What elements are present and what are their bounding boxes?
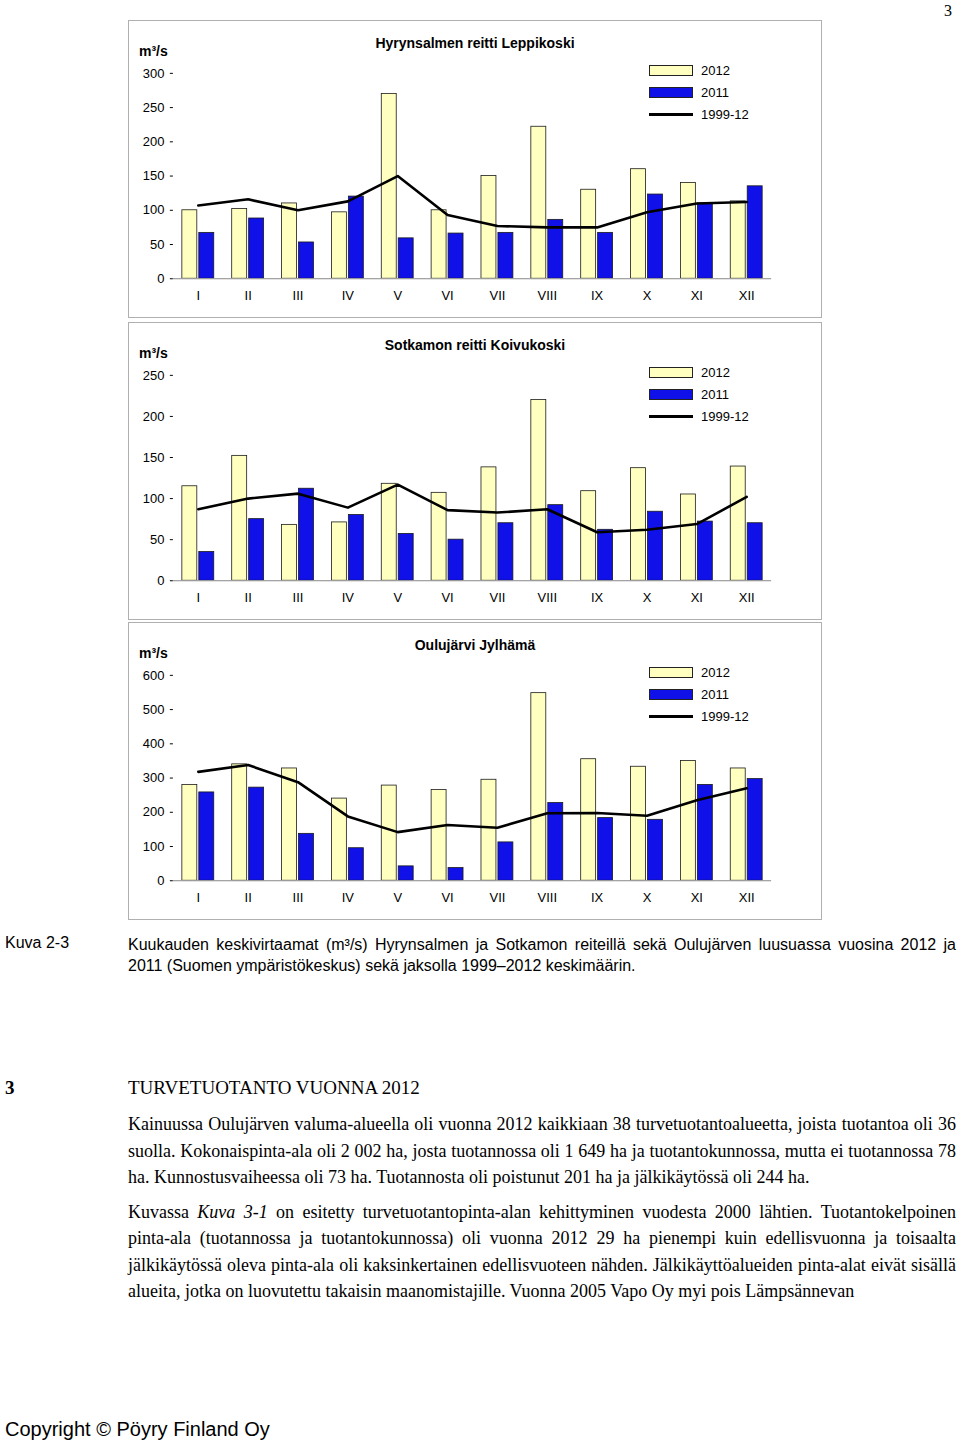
svg-text:50: 50 [150, 237, 164, 252]
html-text:m³/s: m³/s [139, 43, 168, 59]
svg-text:IX: IX [591, 288, 604, 303]
svg-text:III: III [293, 288, 304, 303]
html-text:1999-12: 1999-12 [701, 708, 749, 724]
html-text:Kuukauden keskivirtaamat (m³/s: Kuukauden keskivirtaamat (m³/s) Hyrynsal… [128, 936, 956, 974]
svg-text:200: 200 [143, 409, 165, 424]
html-text:Kainuussa Oulujärven valuma-al: Kainuussa Oulujärven valuma-alueella oli… [128, 1114, 956, 1187]
svg-text:200: 200 [143, 134, 165, 149]
svg-text:VI: VI [441, 890, 453, 905]
svg-text:VII: VII [490, 288, 506, 303]
svg-text:IV: IV [342, 288, 355, 303]
svg-text:500: 500 [143, 702, 165, 717]
svg-text:XII: XII [739, 590, 755, 605]
html-text:2012: 2012 [701, 364, 730, 380]
html-text:1999-12: 1999-12 [701, 106, 749, 122]
svg-text:IV: IV [342, 890, 355, 905]
html-text:Kuvassa Kuva 3-1 on esitetty t: Kuvassa Kuva 3-1 on esitetty turvetuotan… [128, 1201, 956, 1301]
svg-text:XI: XI [691, 890, 703, 905]
svg-text:250: 250 [143, 367, 165, 382]
svg-text:VII: VII [490, 590, 506, 605]
html-text:Oulujärvi Jylhämä: Oulujärvi Jylhämä [414, 637, 536, 653]
svg-text:II: II [245, 288, 252, 303]
svg-text:X: X [643, 590, 652, 605]
svg-text:100: 100 [143, 202, 165, 217]
svg-text:250: 250 [143, 100, 165, 115]
html-text:Sotkamon reitti Koivukoski: Sotkamon reitti Koivukoski [384, 337, 566, 353]
html-text:m³/s: m³/s [139, 345, 168, 361]
svg-text:0: 0 [157, 873, 164, 888]
svg-text:600: 600 [143, 667, 165, 682]
svg-text:XII: XII [739, 288, 755, 303]
html-text:m³/s: m³/s [139, 645, 168, 661]
html-text:3: 3 [944, 2, 952, 19]
svg-text:VIII: VIII [538, 890, 557, 905]
svg-text:VII: VII [490, 890, 506, 905]
svg-text:300: 300 [143, 770, 165, 785]
svg-text:VI: VI [441, 590, 453, 605]
html-text:3: 3 [5, 1077, 15, 1098]
svg-text:V: V [393, 288, 402, 303]
svg-text:VIII: VIII [538, 590, 557, 605]
svg-text:IX: IX [591, 890, 604, 905]
html-text:Copyright © Pöyry Finland Oy: Copyright © Pöyry Finland Oy [5, 1418, 270, 1440]
svg-text:III: III [293, 890, 304, 905]
svg-text:X: X [643, 288, 652, 303]
svg-text:100: 100 [143, 839, 165, 854]
svg-text:II: II [245, 890, 252, 905]
svg-text:VIII: VIII [538, 288, 557, 303]
svg-text:XI: XI [691, 288, 703, 303]
svg-text:VI: VI [441, 288, 453, 303]
svg-text:150: 150 [143, 450, 165, 465]
svg-text:I: I [197, 288, 201, 303]
svg-text:0: 0 [157, 271, 164, 286]
svg-text:200: 200 [143, 804, 165, 819]
html-text:2012: 2012 [701, 62, 730, 78]
html-text:2012: 2012 [701, 664, 730, 680]
html-text:2011: 2011 [701, 686, 729, 702]
svg-text:II: II [245, 590, 252, 605]
svg-text:50: 50 [150, 532, 164, 547]
svg-text:V: V [393, 590, 402, 605]
svg-text:V: V [393, 890, 402, 905]
html-text:1999-12: 1999-12 [701, 408, 749, 424]
svg-text:XII: XII [739, 890, 755, 905]
svg-text:IV: IV [342, 590, 355, 605]
svg-text:100: 100 [143, 491, 165, 506]
html-text:Hyrynsalmen reitti Leppikoski: Hyrynsalmen reitti Leppikoski [375, 35, 575, 51]
html-text:Kuva 2-3: Kuva 2-3 [5, 934, 69, 951]
svg-text:X: X [643, 890, 652, 905]
svg-text:XI: XI [691, 590, 703, 605]
html-text:TURVETUOTANTO VUONNA 2012: TURVETUOTANTO VUONNA 2012 [128, 1077, 420, 1098]
html-text:2011: 2011 [701, 386, 729, 402]
svg-text:IX: IX [591, 590, 604, 605]
svg-text:I: I [197, 590, 201, 605]
svg-text:300: 300 [143, 65, 165, 80]
svg-text:150: 150 [143, 168, 165, 183]
svg-text:400: 400 [143, 736, 165, 751]
svg-text:III: III [293, 590, 304, 605]
svg-text:0: 0 [157, 573, 164, 588]
svg-text:I: I [197, 890, 201, 905]
html-text:2011: 2011 [701, 84, 729, 100]
